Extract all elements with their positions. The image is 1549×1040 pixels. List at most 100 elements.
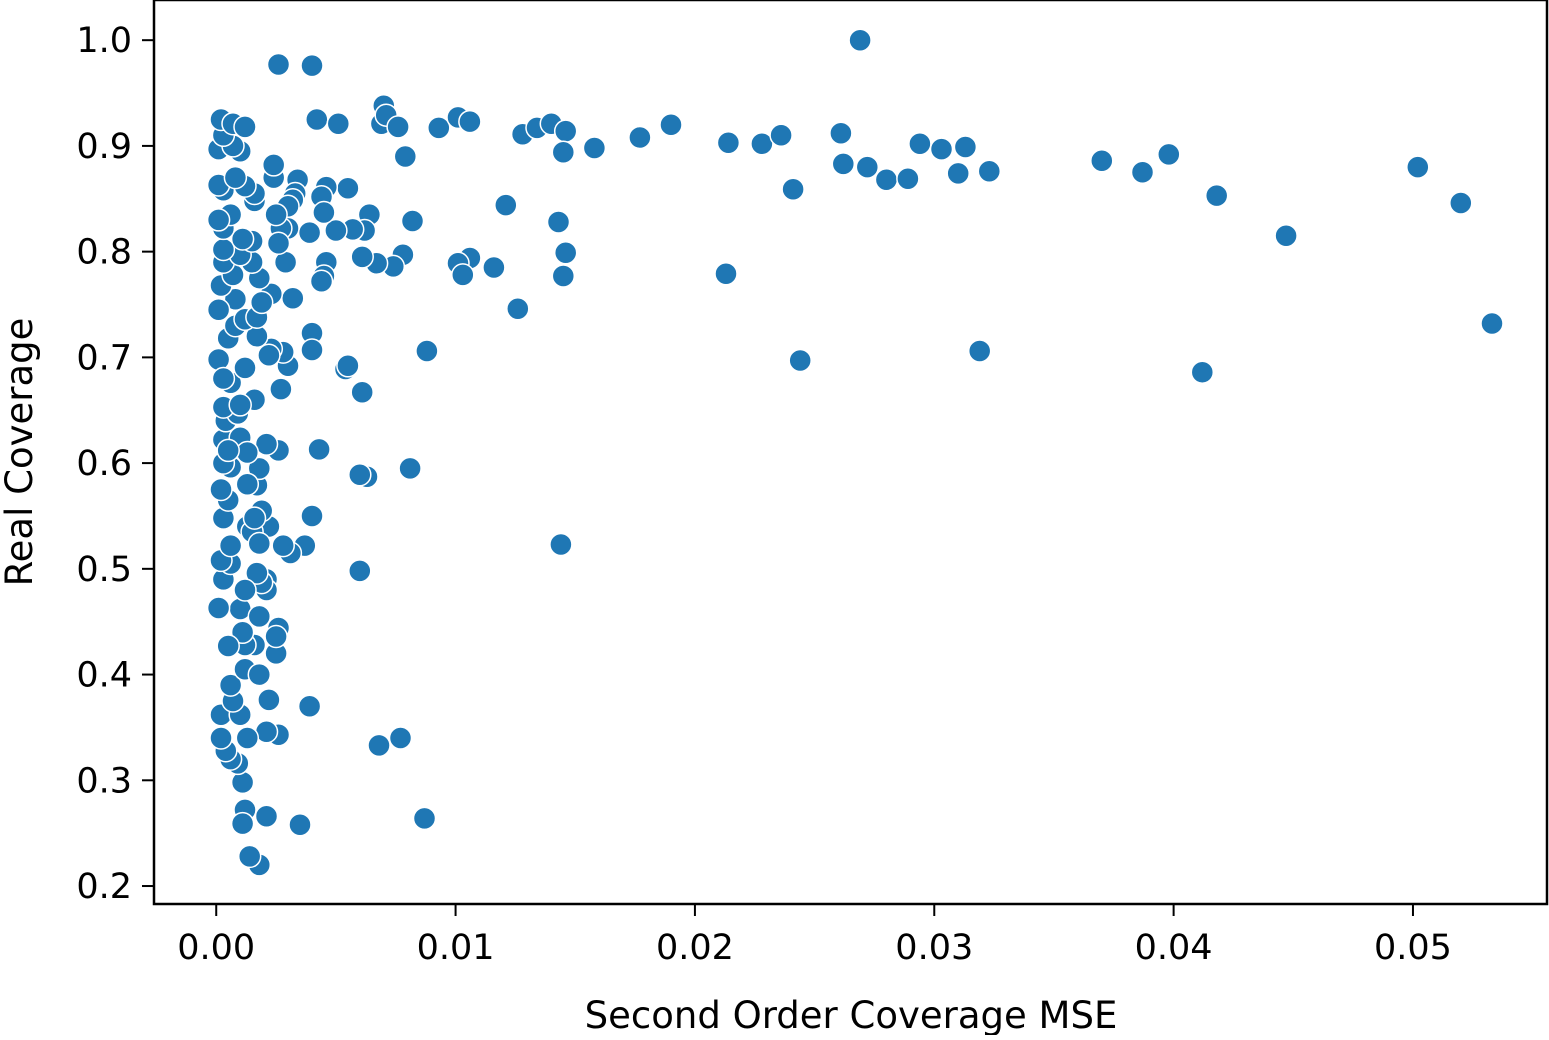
data-point [781,177,805,202]
data-point [482,255,506,280]
data-point [271,533,295,558]
data-point [1406,155,1430,179]
data-point [264,624,288,649]
data-point [388,726,413,750]
data-point [659,113,683,137]
y-tick-label: 0.4 [76,656,132,696]
data-point [1130,160,1155,185]
data-point [953,135,978,159]
data-point [393,144,418,169]
data-point [549,532,573,557]
data-point [769,123,793,148]
data-point [223,287,248,311]
x-tick-label: 0.05 [1374,928,1452,968]
data-point [209,726,233,750]
data-point [855,155,880,179]
data-point [235,472,260,496]
data-point [307,437,331,462]
data-point [412,806,437,831]
data-point [300,504,324,528]
data-point [788,348,812,373]
data-point [874,167,899,192]
data-point [1204,183,1229,208]
data-point [386,115,410,139]
data-point [209,477,233,502]
data-point [967,339,992,363]
y-tick-label: 0.9 [76,127,132,167]
data-point [977,159,1002,184]
data-point [946,161,970,186]
data-point [628,125,652,150]
data-point [400,209,425,233]
data-point [233,115,257,139]
data-point [848,28,872,52]
points-layer [206,28,1504,877]
y-tick-label: 0.7 [76,338,132,378]
y-axis-label: Real Coverage [0,318,41,587]
y-tick-label: 0.8 [76,233,132,273]
data-point [206,298,231,322]
data-point [257,343,281,368]
data-point [896,166,920,191]
plot-frame [152,0,1549,906]
data-point [350,380,374,405]
y-axis-ticks: 0.2 0.3 0.4 0.5 0.6 0.7 0.8 0.9 1.0 [76,21,154,907]
data-point [206,208,231,232]
data-point [300,338,324,362]
data-point [1190,360,1215,384]
data-point [326,111,351,136]
data-point [1090,148,1114,173]
x-tick-label: 0.00 [177,928,255,968]
data-point [242,506,267,530]
data-point [230,620,255,645]
data-point [247,662,272,687]
x-axis-ticks: 0.00 0.01 0.02 0.03 0.04 0.05 [177,904,1452,968]
data-point [218,673,243,697]
data-point [1480,311,1504,336]
data-point [233,578,257,602]
data-point [233,356,257,380]
data-point [269,377,293,401]
data-point [348,462,372,487]
data-point [218,533,243,558]
data-point [206,596,231,620]
y-tick-label: 0.3 [76,761,132,801]
data-point [297,694,322,719]
data-point [506,296,530,321]
data-point [312,200,336,225]
data-point [829,121,853,145]
data-point [266,52,291,77]
data-point [716,130,741,155]
x-tick-label: 0.02 [656,928,734,968]
data-point [247,531,272,556]
data-point [1274,224,1298,248]
data-point [336,354,360,378]
data-point [249,290,274,315]
data-point [929,137,954,161]
y-tick-label: 0.5 [76,550,132,590]
data-point [831,152,856,176]
x-tick-label: 0.04 [1135,928,1213,968]
data-point [297,220,322,245]
x-tick-label: 0.01 [417,928,495,968]
data-point [257,688,281,712]
data-point [415,339,439,363]
data-point [553,240,578,265]
data-point [211,366,236,391]
data-point [216,634,240,658]
data-point [908,132,932,156]
data-point [582,136,607,160]
data-point [324,218,348,243]
data-point [305,107,329,132]
data-point [367,733,391,758]
data-point [309,269,334,293]
data-point [546,210,571,234]
data-point [216,438,240,463]
data-point [235,726,260,750]
data-point [230,227,255,251]
data-point [398,456,422,481]
data-point [261,153,286,177]
x-tick-label: 0.03 [895,928,973,968]
data-point [494,193,518,217]
